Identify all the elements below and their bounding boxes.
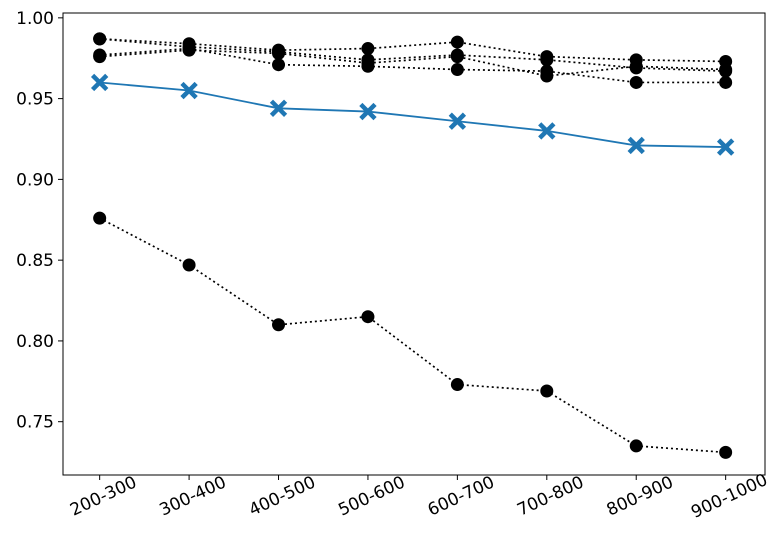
x-tick-label: 300-400 [157, 472, 230, 520]
x-tick-label: 900-1000 [688, 470, 771, 523]
data-point [180, 81, 198, 100]
series-line [99, 217, 726, 454]
series-0 [90, 73, 735, 156]
x-tick-label: 800-900 [604, 472, 677, 520]
data-point [538, 122, 556, 140]
data-point [182, 43, 196, 57]
x-tick-label: 500-600 [335, 472, 408, 520]
data-point [93, 211, 107, 225]
data-point [269, 99, 288, 117]
y-tick-label: 0.90 [16, 170, 54, 190]
data-point [627, 136, 645, 155]
x-tick-label: 600-700 [425, 472, 498, 520]
data-point [90, 73, 109, 92]
data-point [272, 46, 286, 60]
x-tick-label: 400-500 [246, 472, 319, 520]
data-point [93, 50, 107, 64]
data-point [719, 75, 733, 89]
series-5 [93, 43, 733, 83]
y-tick-label: 0.85 [16, 251, 54, 271]
y-tick-label: 1.00 [16, 9, 54, 29]
data-point [450, 35, 464, 49]
series-line [99, 81, 726, 148]
data-point [540, 384, 554, 398]
data-point [93, 32, 107, 46]
data-point [450, 378, 464, 392]
data-point [540, 69, 554, 83]
y-axis: 0.75 0.80 0.85 0.90 0.95 1.00 [16, 9, 63, 433]
data-point [182, 258, 196, 272]
data-point [629, 75, 643, 89]
y-tick-label: 0.95 [16, 90, 54, 110]
x-tick-label: 200-300 [67, 472, 140, 520]
data-point [361, 56, 375, 70]
plot-content [90, 32, 735, 459]
data-point [361, 310, 375, 324]
data-point [716, 138, 735, 156]
y-tick-label: 0.80 [16, 332, 54, 352]
series-line [99, 49, 726, 77]
data-point [448, 112, 467, 130]
y-tick-label: 0.75 [16, 413, 54, 433]
data-point [450, 63, 464, 77]
data-point [719, 63, 733, 77]
series-1 [93, 211, 733, 459]
x-axis: 200-300 300-400 400-500 500-600 600-700 700-8… [67, 470, 771, 523]
data-point [272, 318, 286, 332]
data-point [361, 42, 375, 56]
x-tick-label: 700-800 [514, 472, 587, 520]
data-point [540, 53, 554, 67]
data-point [272, 58, 286, 72]
data-point [629, 59, 643, 73]
data-point [719, 445, 733, 459]
data-point [450, 50, 464, 64]
data-point [359, 102, 377, 121]
data-point [629, 439, 643, 453]
plot-frame [62, 12, 766, 476]
